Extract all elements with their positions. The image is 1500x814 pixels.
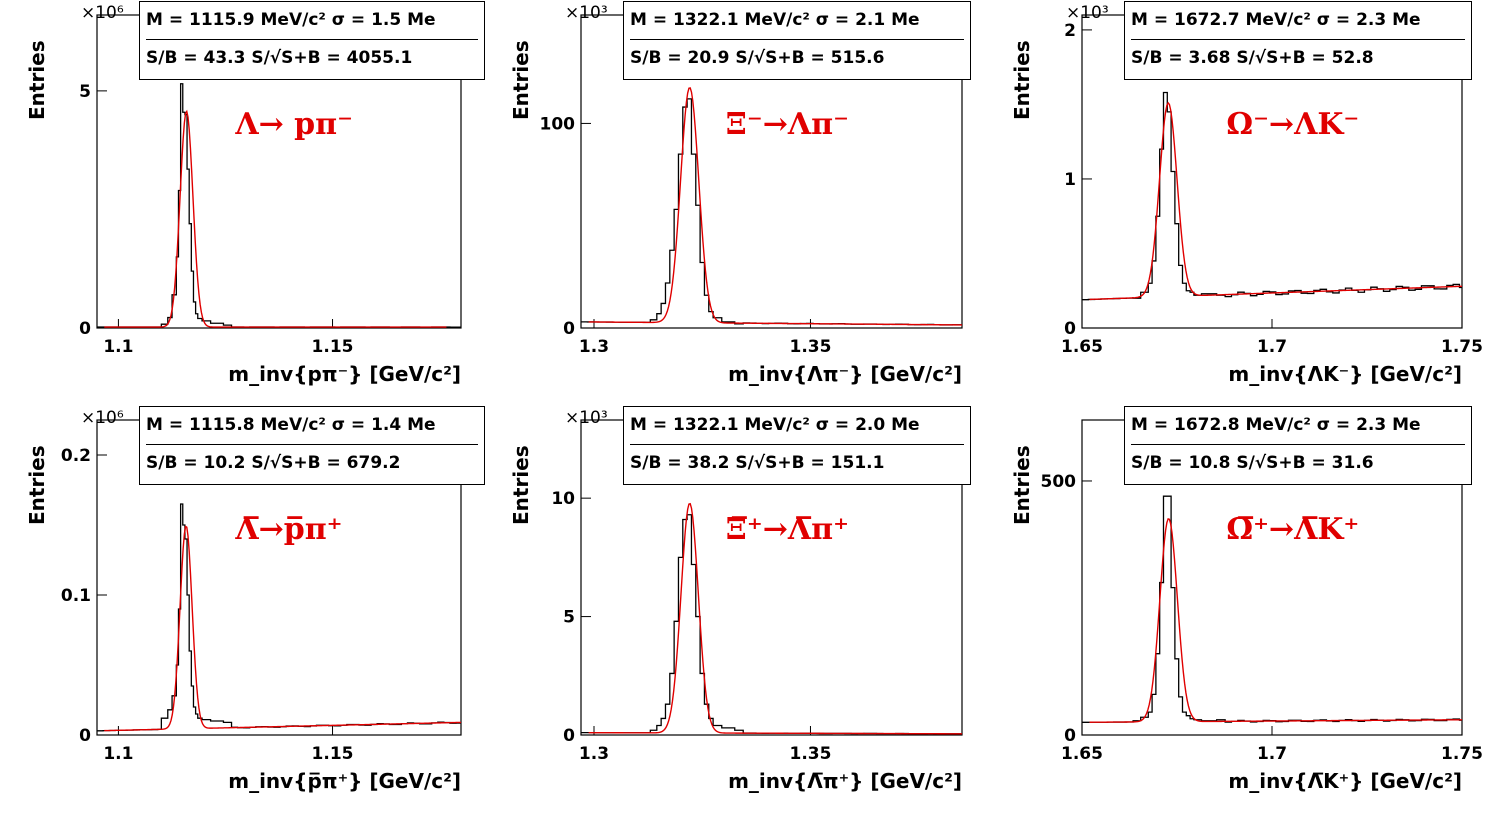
x-axis-label: m_inv{Λ̅π⁺} [GeV/c²]: [728, 769, 962, 793]
fit-curve: [588, 502, 963, 735]
y-tick-label: 0.1: [61, 586, 91, 606]
stats-mass-sigma: M = 1322.1 MeV/c² σ = 2.0 Me: [630, 415, 920, 435]
panel-4: 0 0.1 0.2 1.1 1.15: [61, 419, 462, 764]
stats-box: M = 1115.8 MeV/c² σ = 1.4 Me S/B = 10.2 S…: [139, 406, 485, 485]
y-multiplier-label: ×10³: [565, 408, 608, 428]
decay-channel-label: Λ→ pπ⁻: [235, 107, 353, 142]
y-tick-label: 0: [79, 319, 91, 339]
y-tick-label: 1: [1064, 170, 1076, 190]
x-tick-label: 1.3: [579, 337, 609, 357]
y-axis-label: Entries: [509, 445, 533, 525]
y-tick-label: 0.2: [61, 446, 91, 466]
y-multiplier-label: ×10³: [565, 3, 608, 23]
x-tick-label: 1.1: [103, 337, 133, 357]
y-tick-label: 100: [540, 114, 576, 134]
x-tick-label: 1.75: [1441, 337, 1483, 357]
y-multiplier-label: ×10³: [1066, 3, 1109, 23]
y-multiplier-label: ×10⁶: [81, 408, 124, 428]
decay-channel-label: Ξ̅⁺→Λ̅π⁺: [725, 512, 849, 547]
decay-channel-label: Ξ⁻→Λπ⁻: [725, 107, 849, 142]
x-axis-label: m_inv{p̅π⁺} [GeV/c²]: [228, 769, 461, 793]
stats-box: M = 1672.7 MeV/c² σ = 2.3 Me S/B = 3.68 S…: [1124, 1, 1472, 80]
x-tick-label: 1.7: [1257, 337, 1287, 357]
x-axis-label: m_inv{ΛK⁻} [GeV/c²]: [1228, 362, 1462, 386]
stats-box: M = 1672.8 MeV/c² σ = 2.3 Me S/B = 10.8 S…: [1124, 406, 1472, 485]
stats-mass-sigma: M = 1115.8 MeV/c² σ = 1.4 Me: [146, 415, 436, 435]
x-tick-label: 1.65: [1061, 744, 1103, 764]
y-tick-label: 5: [79, 82, 91, 102]
stats-box: M = 1322.1 MeV/c² σ = 2.0 Me S/B = 38.2 S…: [623, 406, 971, 485]
y-axis-label: Entries: [25, 40, 49, 120]
x-axis-label: m_inv{Λ̅K⁺} [GeV/c²]: [1228, 769, 1462, 793]
x-axis-label: m_inv{pπ⁻} [GeV/c²]: [228, 362, 461, 386]
stats-significance: S/B = 38.2 S/√S+B = 151.1: [630, 444, 964, 482]
y-tick-label: 0: [79, 726, 91, 746]
stats-significance: S/B = 10.8 S/√S+B = 31.6: [1131, 444, 1465, 482]
histogram-series: [581, 514, 962, 735]
fit-curve: [1089, 517, 1463, 723]
panel-5: 0 5 10 1.3 1.35: [551, 419, 963, 764]
x-tick-label: 1.35: [789, 744, 831, 764]
stats-significance: S/B = 20.9 S/√S+B = 515.6: [630, 39, 964, 77]
y-tick-label: 0: [563, 726, 575, 746]
fit-curve: [588, 87, 963, 326]
fit-curve: [104, 525, 462, 732]
histogram-series: [1082, 495, 1462, 723]
x-tick-label: 1.3: [579, 744, 609, 764]
y-axis-label: Entries: [1010, 445, 1034, 525]
y-axis-label: Entries: [25, 445, 49, 525]
x-axis-label: m_inv{Λπ⁻} [GeV/c²]: [728, 362, 962, 386]
panel-3: 0 1 2 1.65 1.7 1.75: [1061, 14, 1483, 357]
stats-mass-sigma: M = 1672.8 MeV/c² σ = 2.3 Me: [1131, 415, 1421, 435]
stats-mass-sigma: M = 1672.7 MeV/c² σ = 2.3 Me: [1131, 10, 1421, 30]
decay-channel-label: Λ̅→p̅π⁺: [235, 512, 343, 547]
y-tick-label: 0: [1064, 319, 1076, 339]
y-axis-label: Entries: [509, 40, 533, 120]
fit-curve: [1089, 101, 1463, 301]
y-tick-label: 2: [1064, 21, 1076, 41]
stats-significance: S/B = 3.68 S/√S+B = 52.8: [1131, 39, 1465, 77]
decay-channel-label: Ω̅⁺→Λ̅K⁺: [1226, 512, 1360, 547]
x-tick-label: 1.15: [312, 337, 354, 357]
stats-mass-sigma: M = 1115.9 MeV/c² σ = 1.5 Me: [146, 10, 436, 30]
y-tick-label: 0: [563, 319, 575, 339]
x-tick-label: 1.65: [1061, 337, 1103, 357]
y-multiplier-label: ×10⁶: [81, 3, 124, 23]
panel-6: 0 500 1.65 1.7 1.75: [1041, 419, 1483, 764]
y-tick-label: 10: [551, 489, 575, 509]
decay-channel-label: Ω⁻→ΛK⁻: [1226, 107, 1360, 142]
fit-curve: [104, 109, 447, 328]
x-tick-label: 1.7: [1257, 744, 1287, 764]
x-tick-label: 1.75: [1441, 744, 1483, 764]
stats-mass-sigma: M = 1322.1 MeV/c² σ = 2.1 Me: [630, 10, 920, 30]
y-tick-label: 500: [1041, 472, 1077, 492]
stats-significance: S/B = 43.3 S/√S+B = 4055.1: [146, 39, 478, 77]
x-tick-label: 1.15: [312, 744, 354, 764]
x-tick-label: 1.1: [103, 744, 133, 764]
y-tick-label: 5: [563, 608, 575, 628]
stats-box: M = 1322.1 MeV/c² σ = 2.1 Me S/B = 20.9 S…: [623, 1, 971, 80]
x-tick-label: 1.35: [789, 337, 831, 357]
y-tick-label: 0: [1064, 726, 1076, 746]
y-axis-label: Entries: [1010, 40, 1034, 120]
stats-box: M = 1115.9 MeV/c² σ = 1.5 Me S/B = 43.3 S…: [139, 1, 485, 80]
stats-significance: S/B = 10.2 S/√S+B = 679.2: [146, 444, 478, 482]
